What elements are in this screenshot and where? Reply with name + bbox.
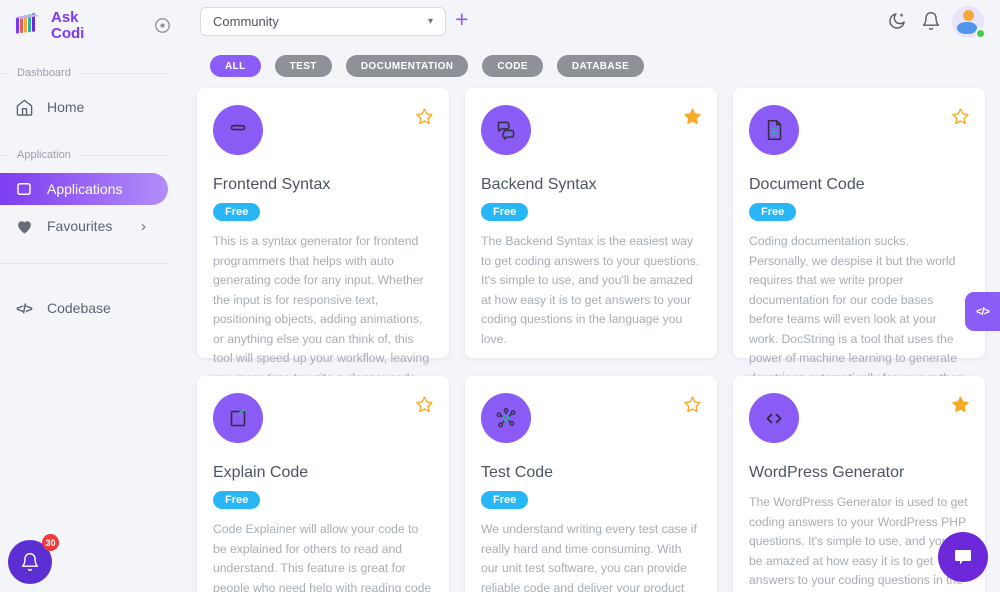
code-icon: </> bbox=[16, 300, 33, 316]
card-description: This is a syntax generator for frontend … bbox=[213, 234, 430, 385]
dash-icon bbox=[230, 124, 246, 131]
card-explain-code[interactable]: Explain Code Free Code Explainer will al… bbox=[197, 376, 449, 592]
favourite-star-button[interactable] bbox=[951, 395, 970, 414]
chevron-down-icon: ▾ bbox=[427, 16, 433, 27]
wordpress-generator-avatar bbox=[749, 393, 799, 443]
filter-database[interactable]: DATABASE bbox=[556, 55, 645, 77]
sidebar-divider bbox=[0, 263, 168, 264]
section-application: Application bbox=[0, 149, 168, 161]
card-document-code[interactable]: Document Code Free Coding documentation … bbox=[733, 88, 985, 404]
notifications-fab[interactable]: 30 bbox=[8, 534, 59, 584]
code-icon: </> bbox=[976, 305, 990, 318]
section-dashboard-label: Dashboard bbox=[17, 67, 71, 79]
bell-icon bbox=[21, 553, 39, 571]
chat-support-fab[interactable] bbox=[938, 532, 988, 582]
sidebar-item-codebase-label: Codebase bbox=[47, 300, 111, 316]
explain-code-avatar bbox=[213, 393, 263, 443]
user-avatar[interactable] bbox=[952, 6, 986, 39]
backend-syntax-avatar bbox=[481, 105, 531, 155]
brand-line2: Codi bbox=[51, 25, 85, 42]
card-description: Code Explainer will allow your code to b… bbox=[213, 522, 432, 592]
free-badge: Free bbox=[213, 203, 261, 221]
sidebar-item-favourites[interactable]: Favourites › bbox=[0, 211, 168, 241]
card-description: We understand writing every test case if… bbox=[481, 522, 697, 592]
app-card-grid: Frontend Syntax Free This is a syntax ge… bbox=[197, 88, 985, 592]
chat-bubble-icon bbox=[955, 550, 971, 565]
document-code-avatar bbox=[749, 105, 799, 155]
add-workspace-button[interactable]: + bbox=[455, 6, 469, 32]
card-title: Document Code bbox=[749, 176, 865, 193]
sidebar-item-favourites-label: Favourites bbox=[47, 218, 113, 234]
filter-all[interactable]: ALL bbox=[210, 55, 261, 77]
filter-code[interactable]: CODE bbox=[482, 55, 543, 77]
card-title: Frontend Syntax bbox=[213, 176, 331, 193]
card-title: WordPress Generator bbox=[749, 464, 905, 481]
workspace-select-value: Community bbox=[213, 14, 279, 29]
free-badge: Free bbox=[213, 491, 261, 509]
document-icon bbox=[767, 120, 782, 140]
notifications-bell-icon[interactable] bbox=[921, 11, 941, 36]
brand-line1: Ask bbox=[51, 9, 79, 26]
favourite-star-button[interactable] bbox=[683, 395, 702, 414]
home-icon bbox=[14, 97, 34, 117]
filter-documentation[interactable]: DOCUMENTATION bbox=[345, 55, 469, 77]
chevron-right-icon: › bbox=[141, 217, 146, 235]
askcodi-logo-icon bbox=[12, 10, 42, 45]
card-wordpress-generator[interactable]: WordPress Generator The WordPress Genera… bbox=[733, 376, 985, 592]
heart-icon bbox=[14, 216, 34, 236]
workspace-select[interactable]: Community ▾ bbox=[200, 7, 446, 36]
chat-bubbles-icon bbox=[497, 121, 515, 140]
card-title: Backend Syntax bbox=[481, 176, 597, 193]
card-description: The Backend Syntax is the easiest way to… bbox=[481, 234, 700, 346]
applications-icon bbox=[14, 179, 34, 199]
brand-name: Ask Codi bbox=[51, 10, 84, 42]
sidebar-item-home-label: Home bbox=[47, 99, 85, 115]
sidebar-item-applications[interactable]: Applications bbox=[0, 173, 168, 205]
card-title: Test Code bbox=[481, 464, 554, 481]
section-application-label: Application bbox=[17, 149, 71, 161]
favourite-star-button[interactable] bbox=[951, 107, 970, 126]
angle-brackets-icon bbox=[766, 413, 782, 424]
sidebar: Ask Codi Dashboard Home Application bbox=[0, 0, 184, 592]
filter-test[interactable]: TEST bbox=[274, 55, 332, 77]
sidebar-item-codebase[interactable]: </> Codebase bbox=[0, 293, 168, 323]
frontend-syntax-avatar bbox=[213, 105, 263, 155]
card-title: Explain Code bbox=[213, 464, 309, 481]
free-badge: Free bbox=[481, 491, 529, 509]
code-widget-button[interactable]: </> bbox=[965, 292, 1000, 331]
sidebar-item-home[interactable]: Home bbox=[0, 92, 168, 122]
favourite-star-button[interactable] bbox=[683, 107, 702, 126]
square-icon bbox=[230, 409, 246, 427]
notification-count-badge: 30 bbox=[42, 534, 59, 551]
logo-row: Ask Codi bbox=[12, 10, 172, 45]
card-backend-syntax[interactable]: Backend Syntax Free The Backend Syntax i… bbox=[465, 88, 717, 358]
card-frontend-syntax[interactable]: Frontend Syntax Free This is a syntax ge… bbox=[197, 88, 449, 385]
favourite-star-button[interactable] bbox=[415, 107, 434, 126]
dark-mode-toggle-icon[interactable] bbox=[887, 11, 907, 36]
favourite-star-button[interactable] bbox=[415, 395, 434, 414]
avatar-head bbox=[963, 10, 974, 21]
sidebar-collapse-toggle-icon[interactable] bbox=[153, 16, 172, 40]
test-code-avatar bbox=[481, 393, 531, 443]
section-dashboard: Dashboard bbox=[0, 67, 168, 79]
card-description: The WordPress Generator is used to get c… bbox=[749, 495, 968, 587]
free-badge: Free bbox=[481, 203, 529, 221]
card-test-code[interactable]: Test Code Free We understand writing eve… bbox=[465, 376, 717, 592]
free-badge: Free bbox=[749, 203, 797, 221]
molecule-icon bbox=[496, 408, 516, 428]
category-filters: ALL TEST DOCUMENTATION CODE DATABASE bbox=[210, 55, 645, 77]
sidebar-item-applications-label: Applications bbox=[47, 181, 123, 197]
online-status-dot bbox=[975, 28, 986, 39]
avatar-torso bbox=[957, 22, 977, 34]
